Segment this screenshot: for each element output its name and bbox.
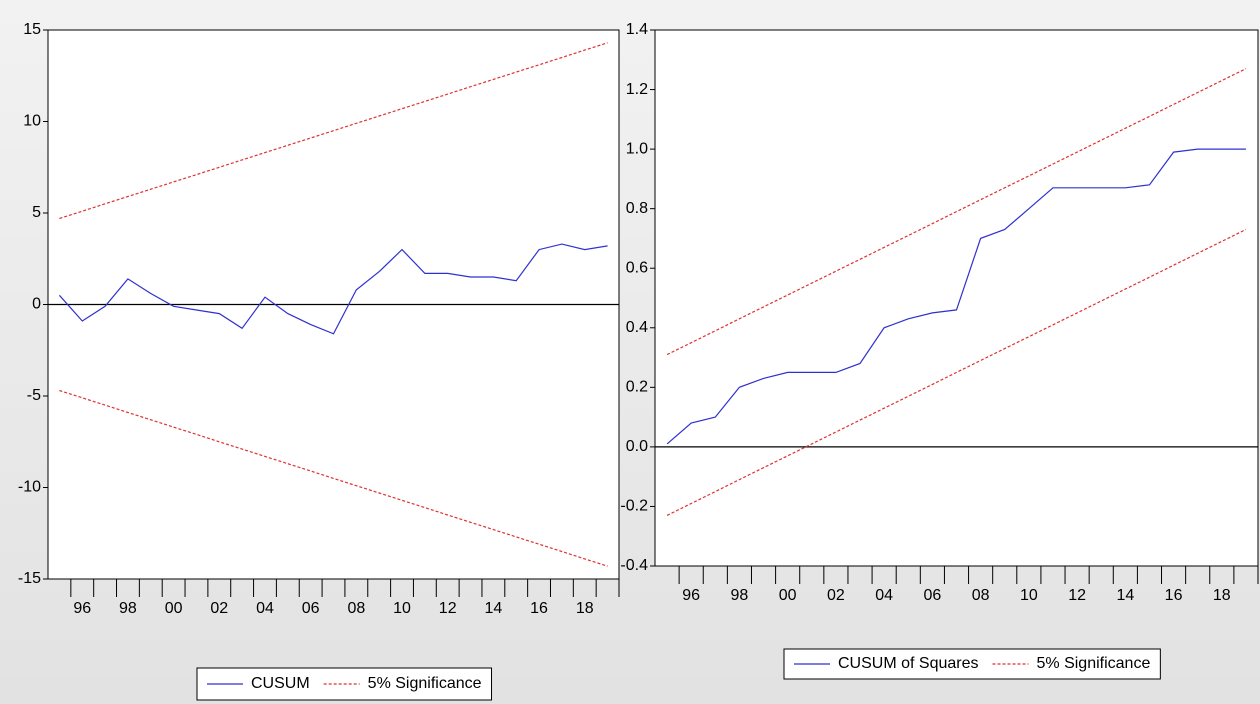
x-tick-label: 00 — [779, 587, 797, 604]
x-tick-label: 98 — [119, 600, 137, 617]
x-tick-label: 06 — [302, 600, 320, 617]
y-tick-label: -5 — [27, 387, 41, 404]
y-tick-label: 5 — [32, 204, 41, 221]
y-tick-label: 1.0 — [626, 140, 648, 157]
legend-box — [783, 648, 1161, 680]
series-line — [59, 389, 608, 567]
legend-label: CUSUM — [251, 675, 310, 692]
x-tick-label: 18 — [576, 600, 594, 617]
x-tick-label: 10 — [393, 600, 411, 617]
legend: CUSUM 5% Significance — [196, 667, 493, 701]
y-tick-label: -10 — [18, 479, 41, 496]
x-tick-label: 06 — [923, 587, 941, 604]
x-tick-label: 14 — [484, 600, 502, 617]
x-tick-label: 98 — [731, 587, 749, 604]
y-tick-label: 10 — [23, 113, 41, 130]
y-tick-label: 0.8 — [626, 200, 648, 217]
series-line — [59, 42, 608, 220]
series-line — [58, 243, 608, 335]
x-tick-label: 04 — [256, 600, 274, 617]
x-tick-label: 96 — [682, 587, 700, 604]
x-tick-label: 02 — [827, 587, 845, 604]
x-tick-label: 14 — [1116, 587, 1134, 604]
legend-label: CUSUM of Squares — [838, 655, 979, 672]
series-line — [666, 148, 1246, 445]
x-tick-label: 12 — [439, 600, 457, 617]
x-tick-label: 16 — [530, 600, 548, 617]
y-tick-label: -0.2 — [620, 498, 648, 515]
series-line — [666, 68, 1247, 356]
series-line — [666, 228, 1247, 516]
legend-label: 5% Significance — [368, 675, 482, 692]
x-tick-label: 00 — [165, 600, 183, 617]
y-tick-label: 1.2 — [626, 81, 648, 98]
y-tick-label: 0.6 — [626, 259, 648, 276]
y-tick-label: 0 — [32, 296, 41, 313]
x-tick-label: 04 — [875, 587, 893, 604]
y-tick-label: 0.2 — [626, 379, 648, 396]
x-tick-label: 18 — [1213, 587, 1231, 604]
y-tick-label: 1.4 — [626, 21, 648, 38]
legend-label: 5% Significance — [1037, 655, 1151, 672]
x-tick-label: 08 — [972, 587, 990, 604]
y-tick-label: -15 — [18, 570, 41, 587]
x-tick-label: 16 — [1165, 587, 1183, 604]
y-tick-label: 0.0 — [626, 438, 648, 455]
y-tick-label: -0.4 — [620, 557, 648, 574]
x-tick-label: 08 — [347, 600, 365, 617]
y-tick-label: 0.4 — [626, 319, 648, 336]
x-tick-label: 02 — [210, 600, 228, 617]
y-tick-label: 15 — [23, 21, 41, 38]
x-tick-label: 12 — [1068, 587, 1086, 604]
x-tick-label: 96 — [73, 600, 91, 617]
legend: CUSUM of Squares 5% Significance — [783, 648, 1161, 680]
plot-area — [654, 29, 1259, 567]
x-tick-label: 10 — [1020, 587, 1038, 604]
